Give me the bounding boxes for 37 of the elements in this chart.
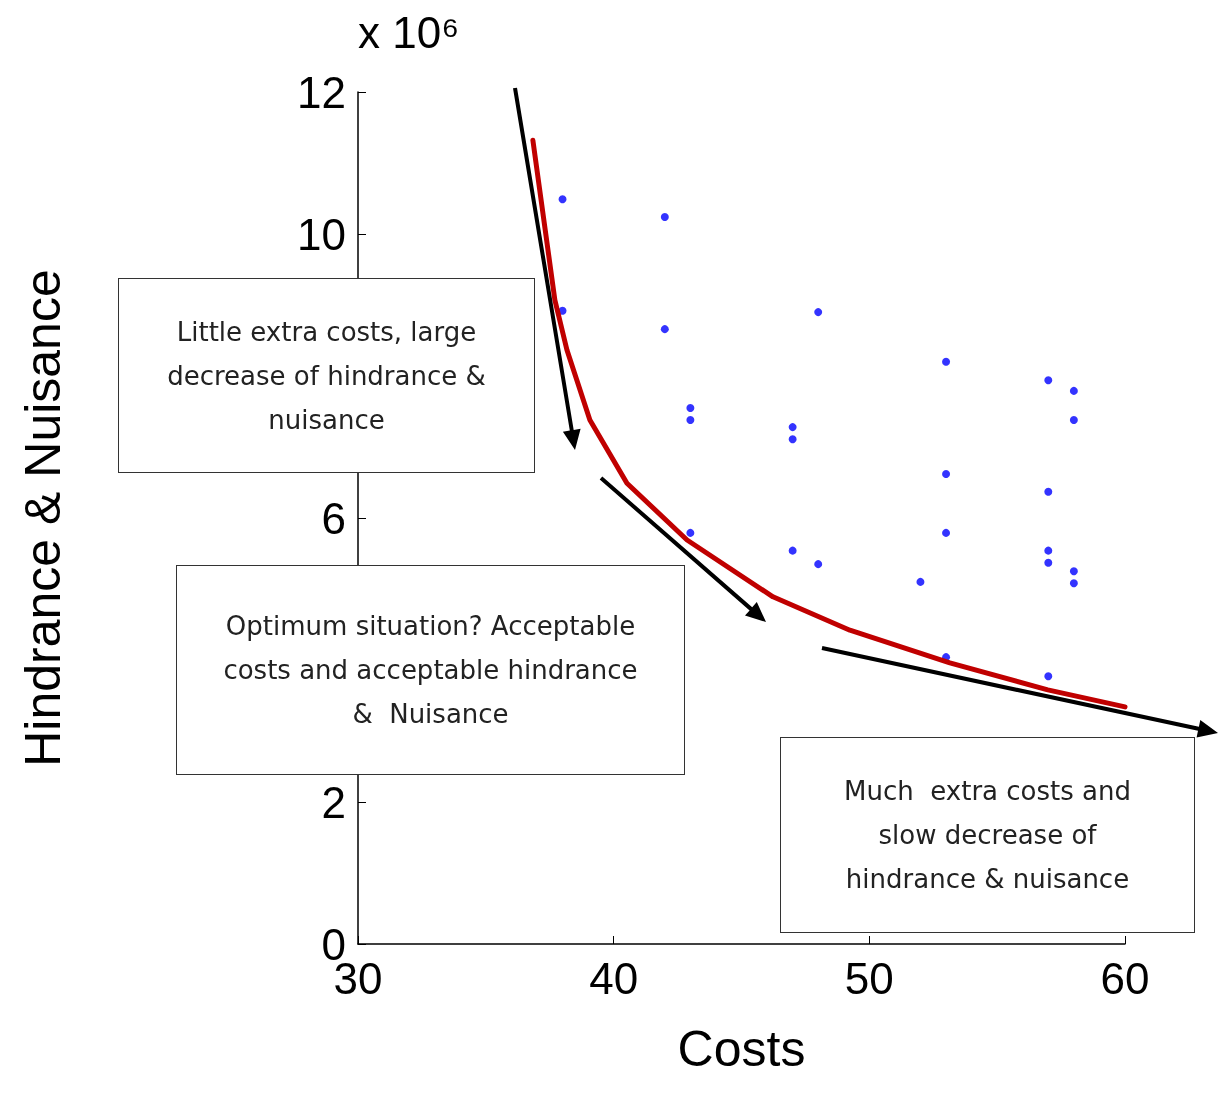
point (942, 469, 951, 478)
x-tick-label: 40 (589, 953, 639, 1003)
x-tick-label: 60 (1100, 953, 1150, 1003)
point (1069, 579, 1078, 588)
point (788, 423, 797, 432)
y-tick-label: 10 (297, 209, 346, 259)
text-box: Optimum situation? Acceptable costs and acceptable hindrance & Nuisance (176, 565, 685, 775)
y-tick-label: 2 (321, 777, 346, 827)
text: x 10⁶ (358, 8, 460, 58)
point (1044, 672, 1053, 681)
text-box: Much extra costs and slow decrease of hindrance & nuisance (780, 737, 1195, 933)
text-box: Little extra costs, large decrease of hindrance & nuisance (118, 278, 535, 473)
point (1044, 546, 1053, 555)
point (1044, 376, 1053, 385)
point (1069, 567, 1078, 576)
point (558, 195, 567, 204)
point (660, 212, 669, 221)
x-tick-label: 50 (844, 953, 894, 1003)
point (788, 546, 797, 555)
point (814, 308, 823, 317)
point (942, 357, 951, 366)
point (788, 435, 797, 444)
point (686, 528, 695, 537)
y-tick-label: 6 (321, 493, 346, 543)
point (814, 560, 823, 569)
x-axis-title: Costs (677, 1021, 806, 1077)
y-axis-title: Hindrance & Nuisance (15, 269, 71, 767)
point (916, 577, 925, 586)
point (1069, 416, 1078, 425)
y-tick-label: 12 (297, 67, 346, 117)
point (1044, 558, 1053, 567)
point (686, 403, 695, 412)
point (1069, 386, 1078, 395)
point (1044, 487, 1053, 496)
point (686, 416, 695, 425)
point (660, 325, 669, 334)
point (942, 528, 951, 537)
